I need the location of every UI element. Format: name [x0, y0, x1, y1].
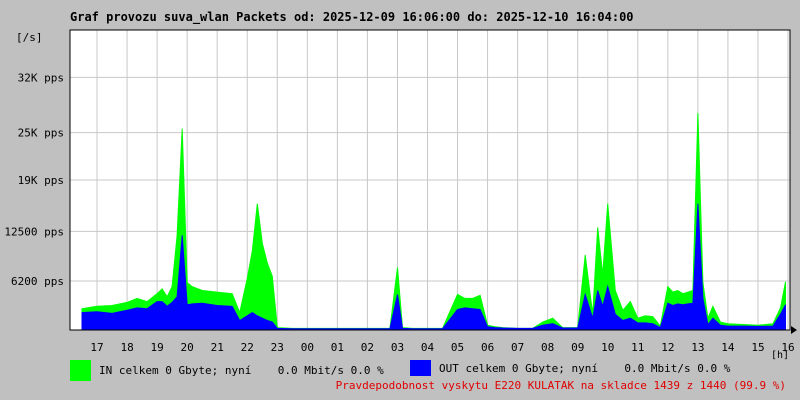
x-axis-arrow: [791, 326, 797, 334]
plot-frame: [69, 29, 791, 331]
x-tick-label: 03: [391, 341, 404, 354]
x-tick-label: 16: [781, 341, 794, 354]
y-tick-label: 32K pps: [18, 71, 64, 84]
legend-out: OUT celkem 0 Gbyte; nyní 0.0 Mbit/s 0.0 …: [410, 357, 730, 379]
x-tick-label: 23: [271, 341, 284, 354]
x-tick-label: 22: [241, 341, 254, 354]
x-tick-label: 06: [481, 341, 494, 354]
x-tick-label: 01: [331, 341, 344, 354]
x-tick-label: 11: [631, 341, 644, 354]
x-tick-label: 09: [571, 341, 584, 354]
x-tick-label: 20: [181, 341, 194, 354]
x-tick-label: 07: [511, 341, 524, 354]
x-tick-label: 08: [541, 341, 554, 354]
probability-note: Pravdepodobnost vyskytu E220 KULATAK na …: [335, 379, 786, 392]
x-tick-label: 13: [691, 341, 704, 354]
x-tick-label: 21: [211, 341, 224, 354]
x-tick-label: 15: [751, 341, 764, 354]
legend-out-swatch: [410, 360, 431, 376]
x-tick-label: 02: [361, 341, 374, 354]
x-tick-label: 17: [90, 341, 103, 354]
y-tick-label: 19K pps: [18, 174, 64, 187]
x-tick-label: 04: [421, 341, 435, 354]
x-tick-label: 12: [661, 341, 674, 354]
y-tick-label: 12500 pps: [4, 225, 64, 238]
x-tick-label: 18: [120, 341, 133, 354]
series-out-area: [81, 203, 786, 331]
y-tick-label: 6200 pps: [11, 275, 64, 288]
legend-in-label: IN celkem 0 Gbyte; nyní 0.0 Mbit/s 0.0 %: [99, 363, 384, 377]
series-in-area: [81, 112, 786, 331]
x-tick-label: 00: [301, 341, 314, 354]
y-axis-label: [/s]: [16, 31, 43, 44]
x-tick-label: 19: [150, 341, 163, 354]
legend-in: IN celkem 0 Gbyte; nyní 0.0 Mbit/s 0.0 %: [70, 359, 384, 381]
plot-area: 6200 pps 12500 pps 19K pps 25K pps 32K pps 17…: [4, 29, 797, 360]
legend-out-label: OUT celkem 0 Gbyte; nyní 0.0 Mbit/s 0.0 …: [439, 361, 731, 375]
x-tick-label: 10: [601, 341, 614, 354]
x-tick-label: 14: [721, 341, 735, 354]
chart-title: Graf provozu suva_wlan Packets od: 2025-…: [70, 10, 634, 24]
legend-in-swatch: [70, 359, 91, 381]
x-tick-label: 05: [451, 341, 464, 354]
y-tick-label: 25K pps: [18, 127, 64, 140]
x-axis-label: [h]: [771, 350, 789, 360]
